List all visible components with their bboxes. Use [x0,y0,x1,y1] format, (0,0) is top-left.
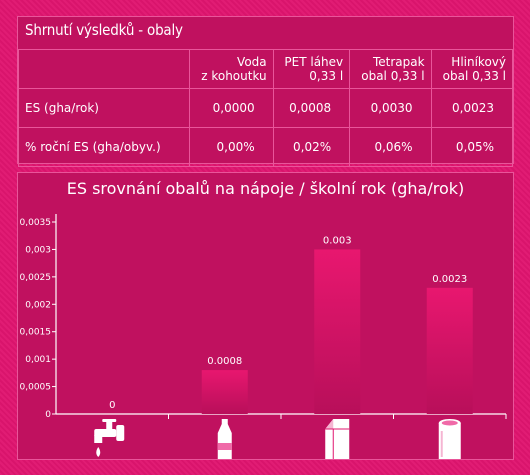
column-header-line1: Tetrapak [372,55,425,69]
row-label: ES (gha/rok) [18,88,190,128]
summary-panel: Shrnutí výsledků - obaly Voda z kohoutku … [17,16,514,167]
chart-panel: ES srovnání obalů na nápoje / školní rok… [17,172,514,460]
y-tick-label: 0,001 [25,355,51,365]
bar [426,287,473,414]
chart-title: ES srovnání obalů na nápoje / školní rok… [66,179,465,198]
column-header-line1: Voda [237,55,267,69]
table-row: ES (gha/rok) 0,0000 0,0008 0,0030 0,0023 [18,88,514,128]
column-header-line1: PET láhev [284,55,344,69]
y-tick-label: 0,0025 [20,273,52,283]
row-label: % roční ES (gha/obyv.) [18,127,190,167]
data-label: 0.0008 [207,356,242,367]
data-label: 0.003 [323,235,352,246]
table-cell: 0,00% [189,127,274,167]
tap-water-icon [94,419,125,457]
column-header-tap-water: Voda z kohoutku [189,49,274,89]
table-cell: 0,0023 [430,88,514,128]
column-header-line1: Hliníkový [451,55,506,69]
y-tick-label: 0,002 [25,300,51,310]
column-header-aluminium: Hliníkový obal 0,33 l [430,49,514,89]
table-cell: 0,0000 [189,88,274,128]
summary-corner-cell [18,49,190,89]
bar-chart: 0 0,0005 0,001 0,0015 0,002 0,0025 0,003 0,0035… [20,214,507,459]
table-cell: 0,0030 [349,88,432,128]
bar [314,249,361,414]
tetrapak-icon [325,419,350,459]
column-header-line2: obal 0,33 l [442,69,506,83]
column-header-line2: obal 0,33 l [361,69,425,83]
data-label: 0 [109,400,115,411]
y-tick-label: 0,0015 [20,328,52,338]
y-tick-label: 0,0005 [20,383,52,393]
pet-bottle-icon [217,419,232,459]
y-tick-label: 0,0035 [20,218,52,228]
y-tick-label: 0,003 [25,245,51,255]
column-header-line2: 0,33 l [309,69,344,83]
table-cell: 0,05% [430,127,514,167]
table-cell: 0,02% [272,127,351,167]
table-cell: 0,06% [349,127,432,167]
summary-table: Voda z kohoutku PET láhev 0,33 l Tetrapak o… [18,49,514,167]
summary-title: Shrnutí výsledků - obaly [25,21,183,39]
summary-header-row: Voda z kohoutku PET láhev 0,33 l Tetrapak o… [18,49,514,89]
bar [201,370,248,414]
table-cell: 0,0008 [272,88,351,128]
column-header-pet: PET láhev 0,33 l [272,49,351,89]
column-header-line2: z kohoutku [201,69,267,83]
y-tick-label: 0 [45,410,51,420]
column-header-tetrapak: Tetrapak obal 0,33 l [349,49,432,89]
aluminium-can-icon [438,419,461,459]
table-row: % roční ES (gha/obyv.) 0,00% 0,02% 0,06%… [18,127,514,167]
data-label: 0.0023 [432,274,467,285]
